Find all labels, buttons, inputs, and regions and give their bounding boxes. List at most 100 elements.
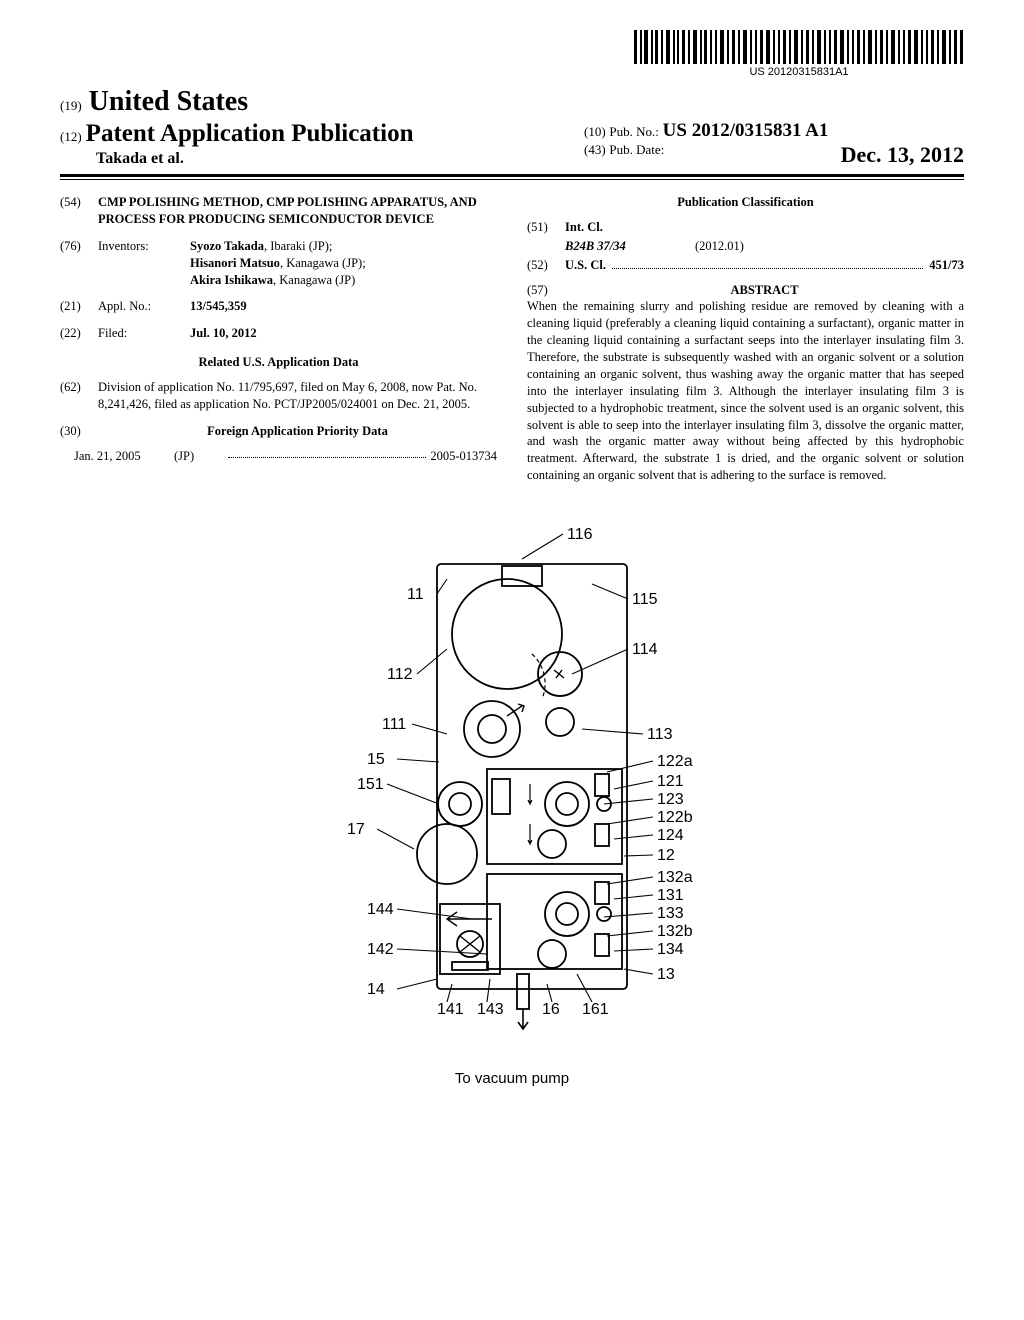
country-name: United States: [89, 86, 248, 117]
foreign-field: (30) Foreign Application Priority Data: [60, 423, 497, 440]
abstract-code: (57): [527, 282, 565, 299]
priority-row: Jan. 21, 2005 (JP) 2005-013734: [74, 448, 497, 465]
title-field: (54) CMP POLISHING METHOD, CMP POLISHING…: [60, 194, 497, 228]
inventors-field: (76) Inventors: Syozo Takada, Ibaraki (J…: [60, 238, 497, 289]
left-column: (54) CMP POLISHING METHOD, CMP POLISHING…: [60, 194, 497, 484]
intcl-symbol: B24B 37/34: [565, 238, 695, 255]
pub-type-prefix: (12): [60, 129, 82, 144]
svg-text:14: 14: [367, 981, 385, 998]
authors-line: Takada et al.: [96, 150, 584, 168]
title-code: (54): [60, 194, 98, 228]
svg-text:151: 151: [357, 776, 384, 793]
priority-dots: [228, 448, 426, 458]
filed-field: (22) Filed: Jul. 10, 2012: [60, 325, 497, 342]
pub-date-line: (43) Pub. Date: Dec. 13, 2012: [584, 142, 964, 168]
svg-text:113: 113: [647, 726, 673, 743]
inventor-loc: , Kanagawa (JP): [273, 273, 355, 287]
uscl-dots: [612, 261, 923, 269]
svg-text:123: 123: [657, 791, 684, 808]
svg-text:12: 12: [657, 847, 675, 864]
inventor-name: Syozo Takada: [190, 239, 264, 253]
inventors-label: Inventors:: [98, 238, 190, 289]
filed-code: (22): [60, 325, 98, 342]
pub-type: Patent Application Publication: [86, 120, 414, 147]
svg-text:122b: 122b: [657, 809, 693, 826]
title-text: CMP POLISHING METHOD, CMP POLISHING APPA…: [98, 194, 497, 228]
inventor-name: Akira Ishikawa: [190, 273, 273, 287]
uscl-code: (52): [527, 257, 565, 274]
pub-no-label: Pub. No.:: [609, 124, 658, 139]
svg-text:131: 131: [657, 887, 684, 904]
bibliographic-columns: (54) CMP POLISHING METHOD, CMP POLISHING…: [60, 194, 964, 484]
svg-text:16: 16: [542, 1001, 560, 1018]
svg-text:134: 134: [657, 941, 684, 958]
classification-heading: Publication Classification: [527, 194, 964, 211]
pub-no-prefix: (10): [584, 124, 606, 139]
barcode: US 20120315831A1: [634, 30, 964, 78]
inventor-loc: , Kanagawa (JP);: [280, 256, 366, 270]
country-line: (19) United States: [60, 86, 584, 118]
svg-text:144: 144: [367, 901, 394, 918]
svg-text:161: 161: [582, 1001, 609, 1018]
svg-text:17: 17: [347, 821, 365, 838]
header: (19) United States (12) Patent Applicati…: [60, 86, 964, 168]
rule-thin: [60, 179, 964, 180]
svg-text:11: 11: [407, 586, 424, 603]
pub-no: US 2012/0315831 A1: [663, 120, 829, 141]
intcl-value-row: B24B 37/34 (2012.01): [565, 238, 964, 255]
svg-text:112: 112: [387, 666, 413, 683]
intcl-year: (2012.01): [695, 238, 744, 255]
inventor-loc: , Ibaraki (JP);: [264, 239, 332, 253]
svg-text:111: 111: [382, 716, 406, 733]
appl-no-field: (21) Appl. No.: 13/545,359: [60, 298, 497, 315]
country-prefix: (19): [60, 98, 82, 113]
svg-text:15: 15: [367, 751, 385, 768]
inventors-list: Syozo Takada, Ibaraki (JP); Hisanori Mat…: [190, 238, 497, 289]
barcode-area: US 20120315831A1: [60, 30, 964, 80]
appl-label: Appl. No.:: [98, 298, 190, 315]
right-column: Publication Classification (51) Int. Cl.…: [527, 194, 964, 484]
barcode-text: US 20120315831A1: [634, 66, 964, 78]
division-code: (62): [60, 379, 98, 413]
svg-text:132a: 132a: [657, 869, 693, 886]
pub-date-prefix: (43): [584, 142, 606, 157]
priority-date: Jan. 21, 2005: [74, 448, 174, 465]
filed-label: Filed:: [98, 325, 190, 342]
foreign-heading: Foreign Application Priority Data: [98, 423, 497, 440]
uscl-row: (52) U.S. Cl. 451/73: [527, 257, 964, 274]
svg-text:124: 124: [657, 827, 684, 844]
division-field: (62) Division of application No. 11/795,…: [60, 379, 497, 413]
uscl-value: 451/73: [929, 257, 964, 274]
division-text: Division of application No. 11/795,697, …: [98, 379, 497, 413]
priority-country: (JP): [174, 448, 224, 465]
svg-text:13: 13: [657, 966, 675, 983]
svg-text:142: 142: [367, 941, 394, 958]
abstract-header: (57) ABSTRACT: [527, 282, 964, 299]
intcl-code: (51): [527, 219, 565, 236]
svg-text:122a: 122a: [657, 753, 693, 770]
pub-no-line: (10) Pub. No.: US 2012/0315831 A1: [584, 120, 964, 142]
inventors-code: (76): [60, 238, 98, 289]
appl-code: (21): [60, 298, 98, 315]
svg-text:114: 114: [632, 641, 658, 658]
pub-type-line: (12) Patent Application Publication: [60, 120, 584, 148]
rule-thick: [60, 174, 964, 177]
uscl-label: U.S. Cl.: [565, 257, 606, 274]
barcode-svg: [634, 30, 964, 64]
svg-text:132b: 132b: [657, 923, 693, 940]
svg-text:141: 141: [437, 1001, 464, 1018]
intcl-label: Int. Cl.: [565, 219, 603, 236]
inventor-name: Hisanori Matsuo: [190, 256, 280, 270]
abstract-text: When the remaining slurry and polishing …: [527, 298, 964, 484]
pub-date-label: Pub. Date:: [609, 142, 664, 157]
related-heading: Related U.S. Application Data: [60, 354, 497, 371]
intcl-row: (51) Int. Cl.: [527, 219, 964, 236]
filed-date: Jul. 10, 2012: [190, 325, 497, 342]
svg-text:115: 115: [632, 591, 658, 608]
svg-text:143: 143: [477, 1001, 504, 1018]
priority-number: 2005-013734: [430, 448, 497, 465]
svg-text:116: 116: [567, 526, 593, 543]
figure-caption: To vacuum pump: [60, 1070, 964, 1087]
appl-no: 13/545,359: [190, 298, 497, 315]
svg-text:121: 121: [657, 773, 684, 790]
